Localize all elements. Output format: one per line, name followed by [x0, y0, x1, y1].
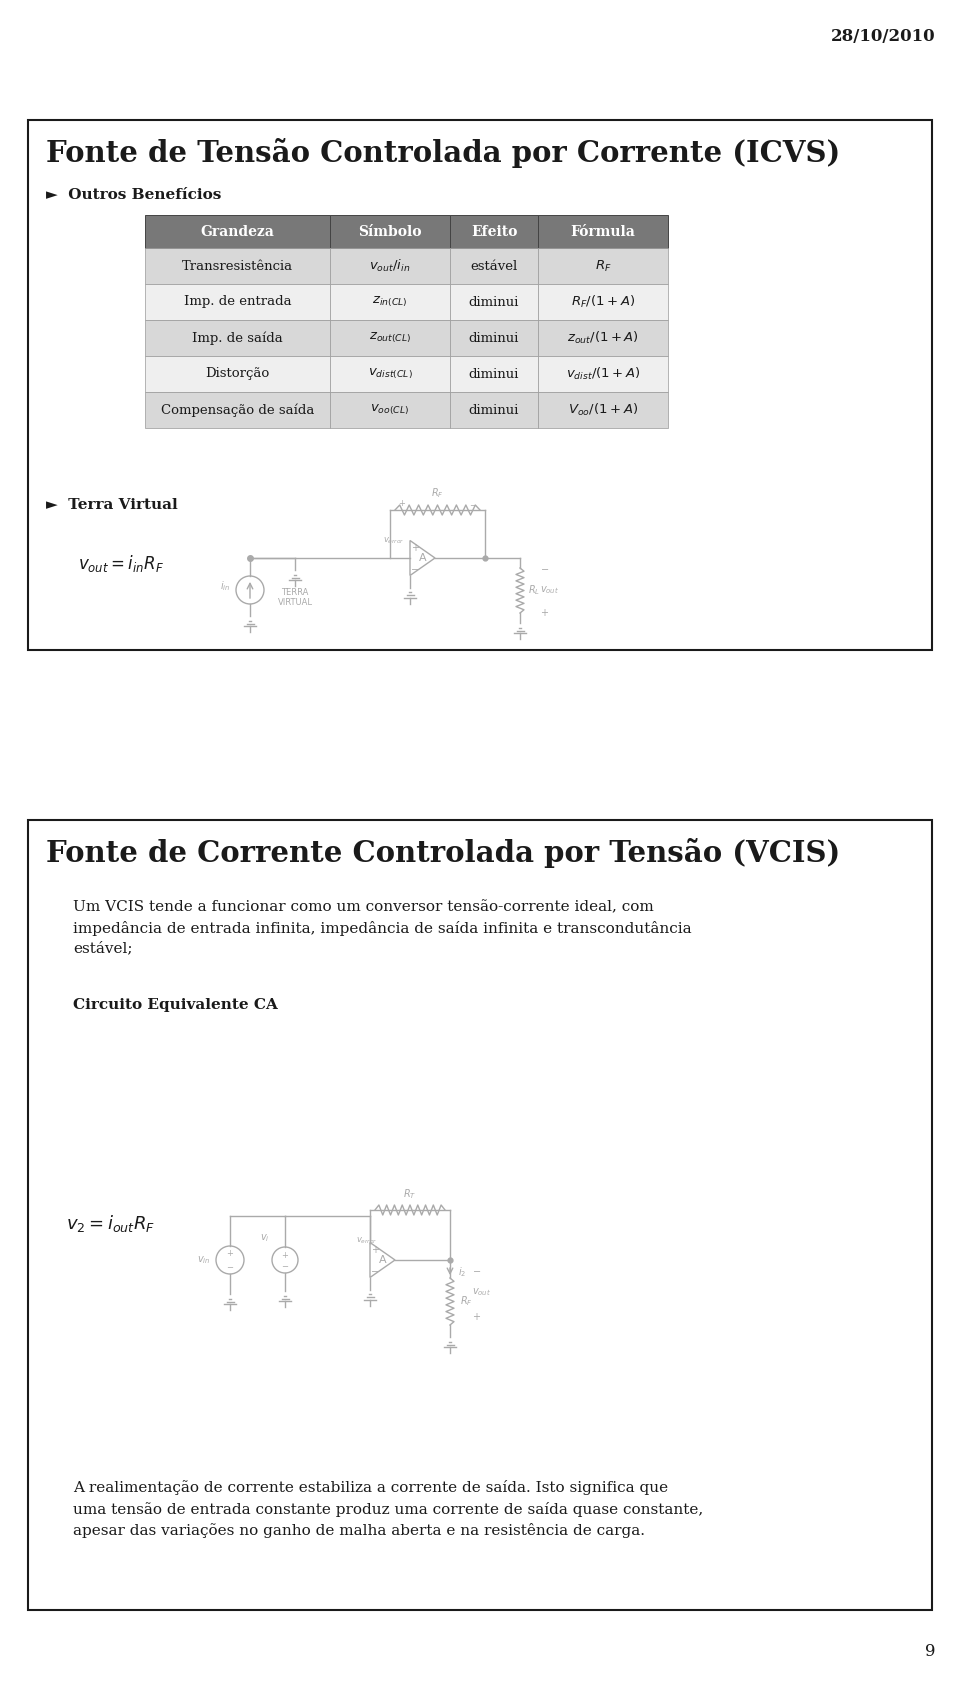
- Text: TERRA
VIRTUAL: TERRA VIRTUAL: [277, 588, 313, 608]
- Text: Efeito: Efeito: [470, 224, 517, 239]
- Text: $v_{out}$: $v_{out}$: [540, 584, 559, 596]
- Text: $i_2$: $i_2$: [458, 1265, 467, 1278]
- Text: 28/10/2010: 28/10/2010: [830, 29, 935, 45]
- Text: $v_{out} = i_{in}R_F$: $v_{out} = i_{in}R_F$: [78, 552, 164, 574]
- Text: Imp. de entrada: Imp. de entrada: [183, 295, 291, 308]
- Text: diminui: diminui: [468, 332, 519, 345]
- Text: $v_i$: $v_i$: [260, 1233, 270, 1244]
- Text: Símbolo: Símbolo: [358, 224, 421, 239]
- Text: $v_{oo(CL)}$: $v_{oo(CL)}$: [371, 402, 410, 418]
- Text: Compensação de saída: Compensação de saída: [161, 402, 314, 416]
- Bar: [450, 320, 538, 355]
- Bar: [330, 285, 450, 320]
- Text: ►  Outros Benefícios: ► Outros Benefícios: [46, 189, 222, 202]
- Bar: [538, 248, 668, 285]
- Bar: [28, 120, 932, 650]
- Text: A: A: [378, 1255, 386, 1265]
- Text: $z_{out}/(1+A)$: $z_{out}/(1+A)$: [567, 330, 639, 345]
- Text: Fórmula: Fórmula: [570, 224, 636, 239]
- Text: $-$: $-$: [468, 498, 477, 509]
- Text: Fonte de Corrente Controlada por Tensão (VCIS): Fonte de Corrente Controlada por Tensão …: [46, 839, 840, 867]
- Text: $v_{dist(CL)}$: $v_{dist(CL)}$: [368, 367, 413, 381]
- Bar: [330, 320, 450, 355]
- Text: $v_2 = i_{out}R_F$: $v_2 = i_{out}R_F$: [66, 1212, 156, 1233]
- Text: Transresistência: Transresistência: [182, 259, 293, 273]
- Text: +: +: [371, 1244, 379, 1255]
- Bar: [145, 248, 330, 285]
- Text: +: +: [398, 498, 405, 509]
- Text: +: +: [411, 542, 419, 552]
- Text: $-$: $-$: [411, 562, 420, 573]
- Bar: [145, 216, 330, 248]
- Text: ►  Terra Virtual: ► Terra Virtual: [46, 498, 178, 512]
- Text: $v_{error}$: $v_{error}$: [356, 1236, 378, 1246]
- Text: $R_F$: $R_F$: [594, 258, 612, 273]
- Text: $v_{out}$: $v_{out}$: [472, 1287, 492, 1298]
- Text: A realimentação de corrente estabiliza a corrente de saída. Isto significa que
u: A realimentação de corrente estabiliza a…: [73, 1480, 704, 1537]
- Text: Distorção: Distorção: [205, 367, 270, 381]
- Text: $R_F$: $R_F$: [431, 487, 444, 500]
- Text: $z_{in(CL)}$: $z_{in(CL)}$: [372, 295, 408, 310]
- Text: $-$: $-$: [540, 562, 549, 573]
- Text: $-$: $-$: [472, 1265, 481, 1275]
- Bar: [538, 320, 668, 355]
- Bar: [28, 820, 932, 1610]
- Text: Imp. de saída: Imp. de saída: [192, 332, 283, 345]
- Bar: [330, 392, 450, 428]
- Bar: [450, 216, 538, 248]
- Bar: [538, 216, 668, 248]
- Text: $V_{oo}/(1+A)$: $V_{oo}/(1+A)$: [568, 402, 638, 418]
- Text: $i_{in}$: $i_{in}$: [220, 579, 230, 593]
- Bar: [330, 355, 450, 392]
- Text: $-$: $-$: [281, 1261, 289, 1270]
- Text: Circuito Equivalente CA: Circuito Equivalente CA: [73, 999, 277, 1012]
- Bar: [330, 216, 450, 248]
- Text: Um VCIS tende a funcionar como um conversor tensão-corrente ideal, com
impedânci: Um VCIS tende a funcionar como um conver…: [73, 899, 691, 955]
- Text: Fonte de Tensão Controlada por Corrente (ICVS): Fonte de Tensão Controlada por Corrente …: [46, 138, 840, 168]
- Bar: [145, 320, 330, 355]
- Bar: [538, 392, 668, 428]
- Text: $R_T$: $R_T$: [403, 1187, 417, 1201]
- Bar: [145, 355, 330, 392]
- Text: $v_{out}/i_{in}$: $v_{out}/i_{in}$: [370, 258, 411, 274]
- Bar: [538, 285, 668, 320]
- Text: diminui: diminui: [468, 367, 519, 381]
- Text: 9: 9: [924, 1644, 935, 1660]
- Text: diminui: diminui: [468, 404, 519, 416]
- Bar: [450, 248, 538, 285]
- Text: $v_{in}$: $v_{in}$: [197, 1255, 210, 1266]
- Bar: [330, 248, 450, 285]
- Bar: [538, 355, 668, 392]
- Text: +: +: [540, 608, 548, 618]
- Text: Grandeza: Grandeza: [201, 224, 275, 239]
- Text: $v_{error}$: $v_{error}$: [383, 536, 405, 546]
- Text: $z_{out(CL)}$: $z_{out(CL)}$: [369, 330, 411, 345]
- Text: diminui: diminui: [468, 295, 519, 308]
- Text: $-$: $-$: [371, 1265, 379, 1275]
- Text: $R_F$: $R_F$: [460, 1295, 472, 1308]
- Text: +: +: [281, 1251, 288, 1260]
- Bar: [145, 392, 330, 428]
- Text: estável: estável: [470, 259, 517, 273]
- Text: $R_L$: $R_L$: [528, 584, 540, 598]
- Bar: [450, 392, 538, 428]
- Text: +: +: [227, 1250, 233, 1258]
- Text: A: A: [419, 552, 426, 562]
- Bar: [450, 285, 538, 320]
- Text: +: +: [472, 1312, 480, 1322]
- Bar: [450, 355, 538, 392]
- Text: $R_F/(1+A)$: $R_F/(1+A)$: [571, 295, 636, 310]
- Bar: [145, 285, 330, 320]
- Text: $v_{dist}/(1+A)$: $v_{dist}/(1+A)$: [565, 365, 640, 382]
- Text: $-$: $-$: [226, 1261, 234, 1270]
